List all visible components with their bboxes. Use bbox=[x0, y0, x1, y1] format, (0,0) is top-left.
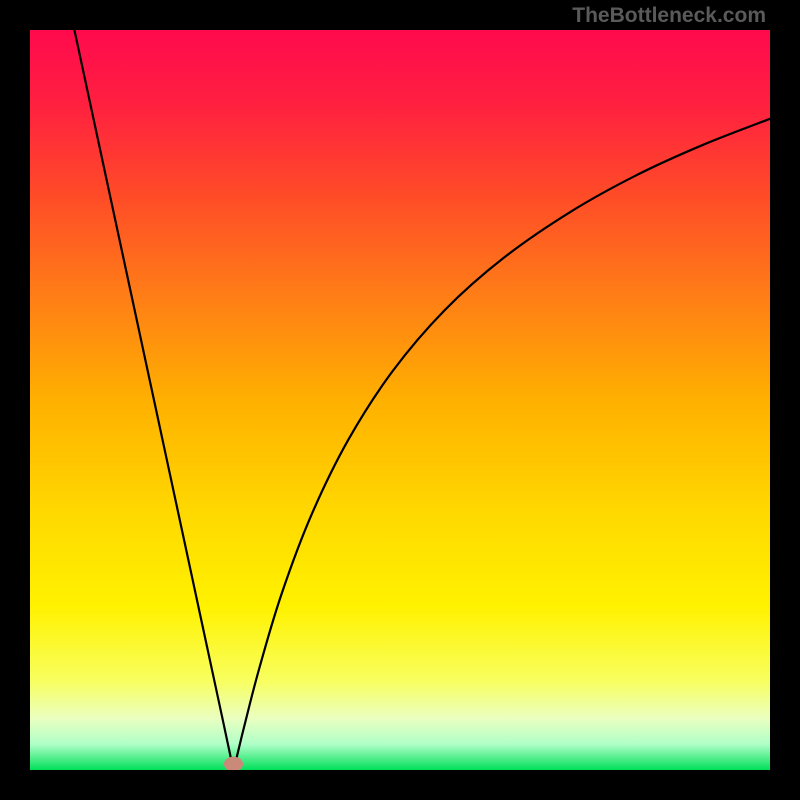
plot-area bbox=[30, 30, 770, 770]
chart-frame: TheBottleneck.com bbox=[0, 0, 800, 800]
curve-layer bbox=[30, 30, 770, 770]
bottleneck-curve bbox=[74, 30, 770, 770]
watermark-text: TheBottleneck.com bbox=[572, 4, 766, 28]
minimum-marker bbox=[224, 757, 243, 770]
